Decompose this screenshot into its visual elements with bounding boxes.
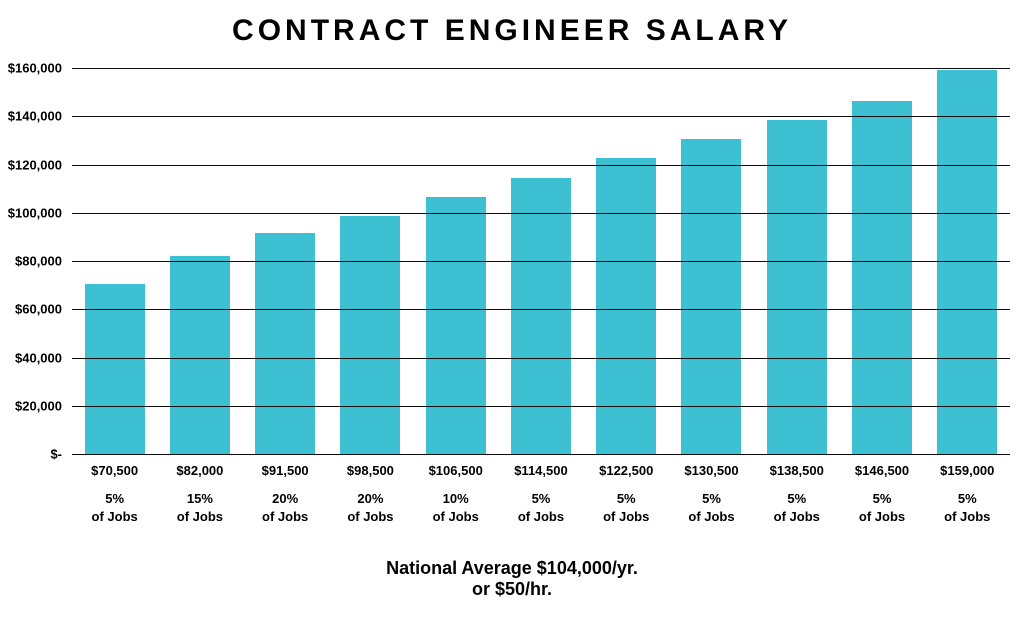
gridline [72,68,1010,69]
x-tick-group: $114,500 5%of Jobs [498,462,583,527]
bar [596,158,656,454]
x-tick-money: $106,500 [413,462,498,480]
x-tick-percent: 5% [72,490,157,508]
x-tick-money: $82,000 [157,462,242,480]
gridline [72,358,1010,359]
caption-line-1: National Average $104,000/yr. [0,558,1024,579]
x-tick-percent: 5% [669,490,754,508]
x-tick-money: $70,500 [72,462,157,480]
x-tick-percent: 5% [839,490,924,508]
x-tick-percent: 5% [584,490,669,508]
x-tick-group: $138,500 5%of Jobs [754,462,839,527]
bar [767,120,827,454]
bar [681,139,741,454]
y-tick-label: $- [50,447,72,462]
x-tick-group: $146,500 5%of Jobs [839,462,924,527]
x-tick-money: $122,500 [584,462,669,480]
gridline [72,406,1010,407]
gridline [72,165,1010,166]
bar [852,101,912,454]
x-tick-money: $130,500 [669,462,754,480]
x-tick-ofjobs: of Jobs [72,508,157,526]
x-tick-money: $159,000 [925,462,1010,480]
chart-container: CONTRACT ENGINEER SALARY $-$20,000$40,00… [0,0,1024,620]
x-tick-ofjobs: of Jobs [925,508,1010,526]
bar [255,233,315,454]
x-tick-percent: 10% [413,490,498,508]
x-tick-money: $138,500 [754,462,839,480]
x-tick-ofjobs: of Jobs [669,508,754,526]
x-tick-percent: 5% [754,490,839,508]
y-tick-label: $20,000 [15,398,72,413]
x-tick-percent: 15% [157,490,242,508]
bar [937,70,997,454]
x-tick-group: $70,500 5%of Jobs [72,462,157,527]
gridline [72,309,1010,310]
x-tick-ofjobs: of Jobs [839,508,924,526]
chart-title: CONTRACT ENGINEER SALARY [0,14,1024,48]
x-tick-percent: 20% [243,490,328,508]
y-tick-label: $140,000 [8,109,72,124]
x-tick-group: $130,500 5%of Jobs [669,462,754,527]
x-tick-percent: 5% [498,490,583,508]
chart-caption: National Average $104,000/yr. or $50/hr. [0,558,1024,600]
y-tick-label: $40,000 [15,350,72,365]
bar [511,178,571,454]
gridline [72,116,1010,117]
x-tick-percent: 20% [328,490,413,508]
plot-area: $-$20,000$40,000$60,000$80,000$100,000$1… [72,68,1010,454]
y-tick-label: $60,000 [15,302,72,317]
x-tick-ofjobs: of Jobs [328,508,413,526]
x-tick-group: $159,000 5%of Jobs [925,462,1010,527]
gridline [72,213,1010,214]
x-tick-money: $114,500 [498,462,583,480]
y-tick-label: $160,000 [8,61,72,76]
x-tick-group: $122,500 5%of Jobs [584,462,669,527]
x-tick-ofjobs: of Jobs [498,508,583,526]
x-tick-group: $98,500 20%of Jobs [328,462,413,527]
x-tick-group: $82,000 15%of Jobs [157,462,242,527]
x-tick-ofjobs: of Jobs [754,508,839,526]
x-tick-money: $146,500 [839,462,924,480]
gridline [72,454,1010,455]
x-tick-ofjobs: of Jobs [157,508,242,526]
x-axis: $70,5005%of Jobs$82,00015%of Jobs$91,500… [72,462,1010,527]
x-tick-group: $91,500 20%of Jobs [243,462,328,527]
y-tick-label: $120,000 [8,157,72,172]
bar [170,256,230,454]
x-tick-percent: 5% [925,490,1010,508]
x-tick-group: $106,500 10%of Jobs [413,462,498,527]
x-tick-money: $91,500 [243,462,328,480]
x-tick-money: $98,500 [328,462,413,480]
bar [340,216,400,454]
y-tick-label: $100,000 [8,205,72,220]
x-tick-ofjobs: of Jobs [243,508,328,526]
x-tick-ofjobs: of Jobs [584,508,669,526]
x-tick-ofjobs: of Jobs [413,508,498,526]
gridline [72,261,1010,262]
y-tick-label: $80,000 [15,254,72,269]
caption-line-2: or $50/hr. [0,579,1024,600]
bar [426,197,486,454]
